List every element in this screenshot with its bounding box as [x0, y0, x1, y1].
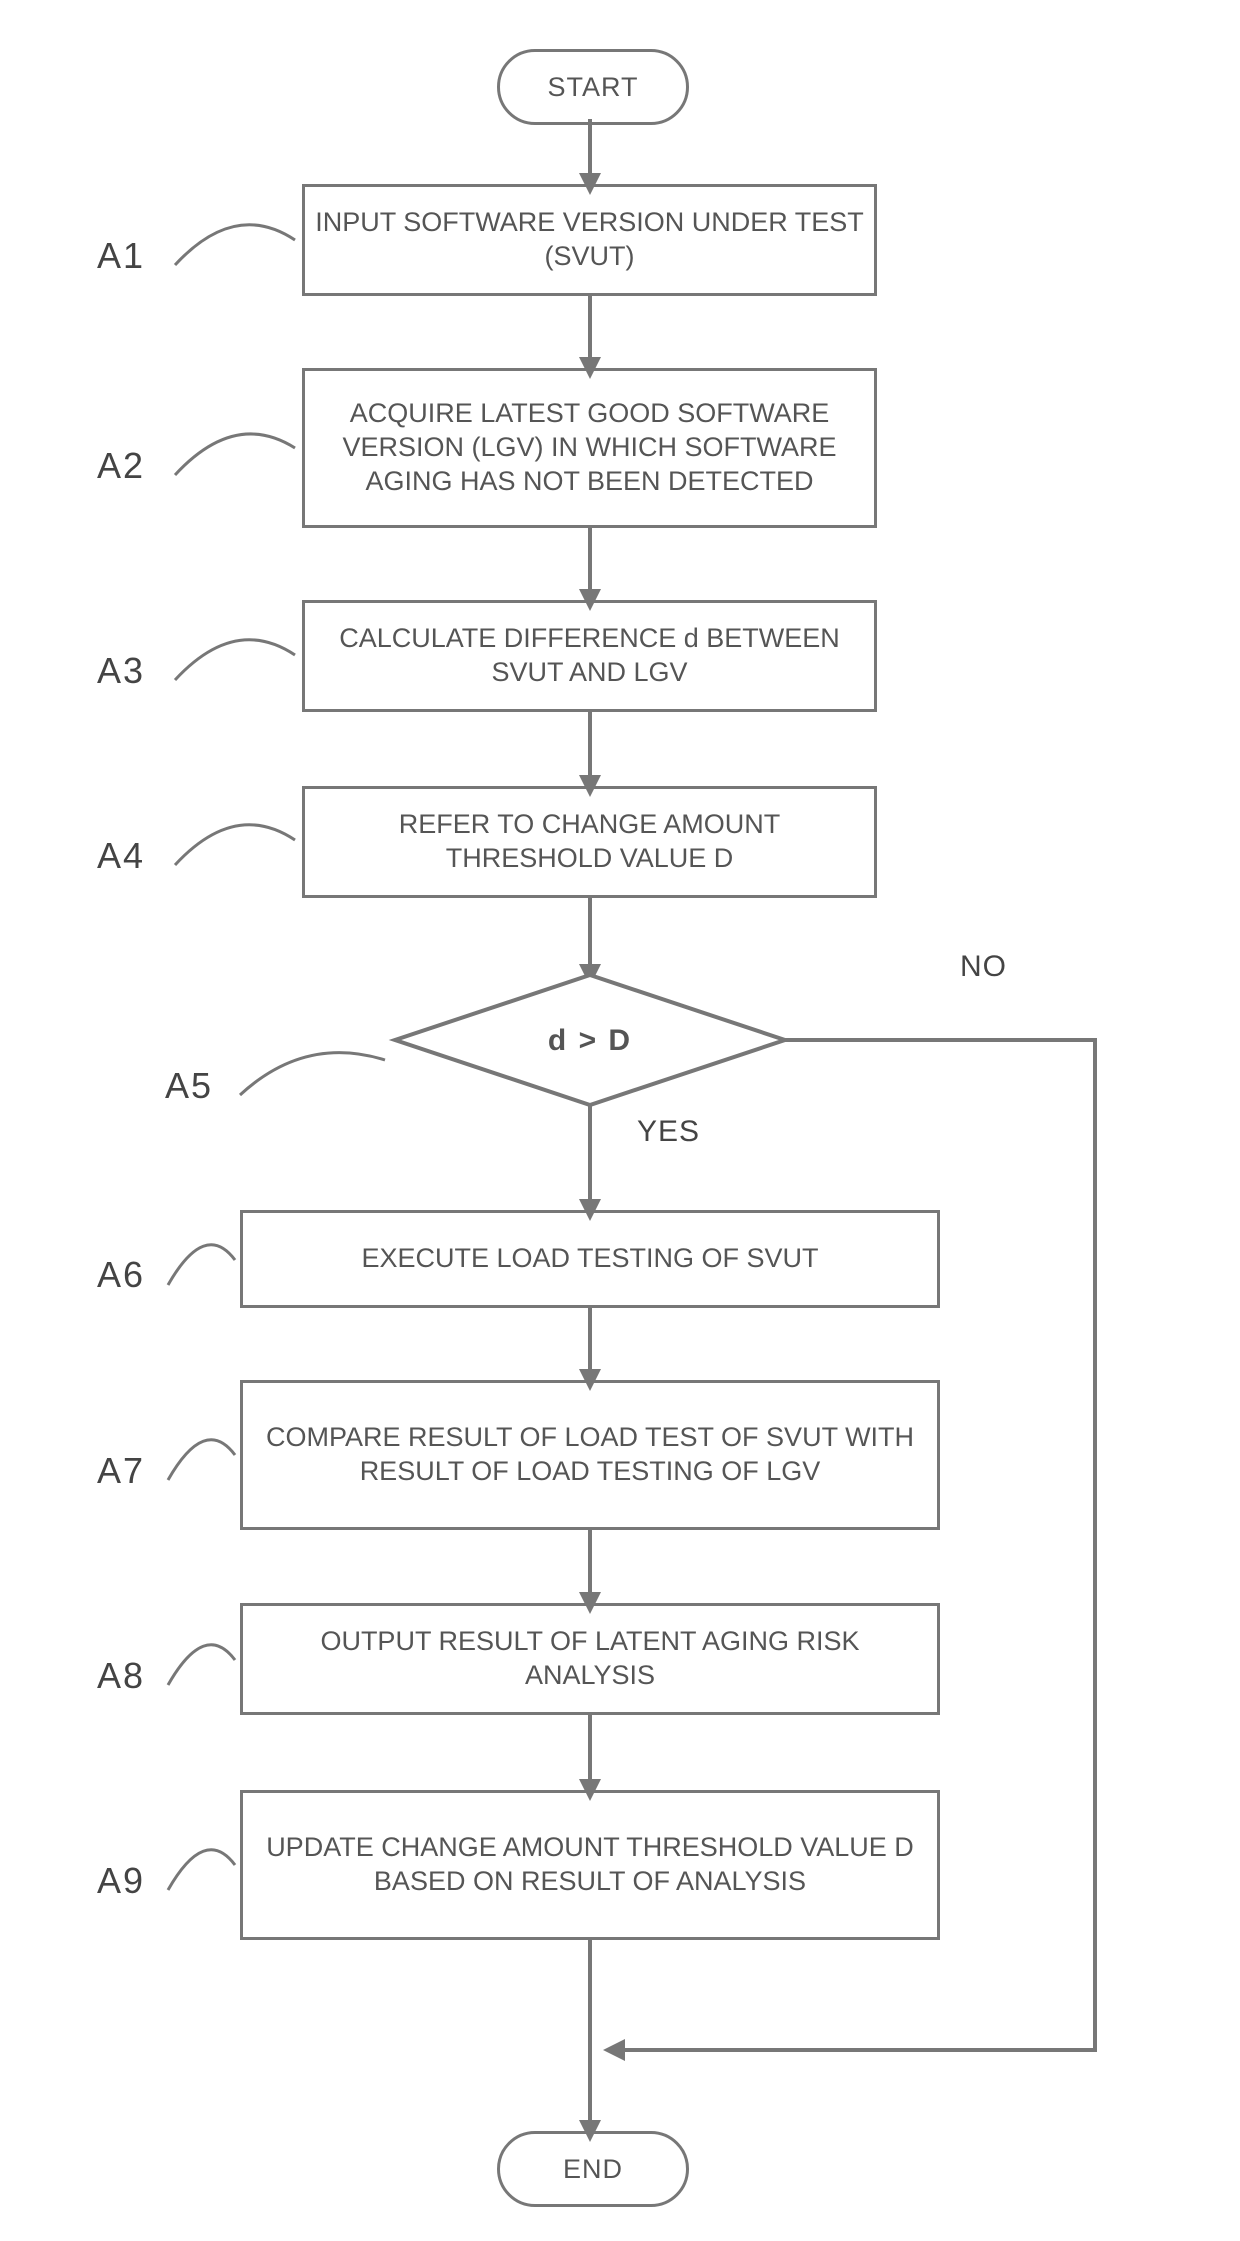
step-label-A6: A6	[97, 1254, 145, 1296]
step-label-A3: A3	[97, 650, 145, 692]
step-label-A8: A8	[97, 1655, 145, 1697]
step-label-A7: A7	[97, 1450, 145, 1492]
process-A3: CALCULATE DIFFERENCE d BETWEEN SVUT AND …	[302, 600, 877, 712]
step-label-A9: A9	[97, 1860, 145, 1902]
process-A7: COMPARE RESULT OF LOAD TEST OF SVUT WITH…	[240, 1380, 940, 1530]
svg-text:d > D: d > D	[548, 1024, 632, 1057]
step-label-A2: A2	[97, 445, 145, 487]
process-A6: EXECUTE LOAD TESTING OF SVUT	[240, 1210, 940, 1308]
process-A1: INPUT SOFTWARE VERSION UNDER TEST (SVUT)	[302, 184, 877, 296]
decision-no-label: NO	[960, 950, 1007, 984]
step-label-A5: A5	[165, 1065, 213, 1107]
process-A2: ACQUIRE LATEST GOOD SOFTWARE VERSION (LG…	[302, 368, 877, 528]
step-label-A4: A4	[97, 835, 145, 877]
process-A9: UPDATE CHANGE AMOUNT THRESHOLD VALUE D B…	[240, 1790, 940, 1940]
process-A4: REFER TO CHANGE AMOUNT THRESHOLD VALUE D	[302, 786, 877, 898]
decision-yes-label: YES	[637, 1115, 700, 1149]
flowchart-canvas: START END YES NO INPUT SOFTWARE VERSION …	[0, 0, 1240, 2241]
terminator-start: START	[497, 49, 689, 125]
terminator-end: END	[497, 2131, 689, 2207]
process-A8: OUTPUT RESULT OF LATENT AGING RISK ANALY…	[240, 1603, 940, 1715]
step-label-A1: A1	[97, 235, 145, 277]
